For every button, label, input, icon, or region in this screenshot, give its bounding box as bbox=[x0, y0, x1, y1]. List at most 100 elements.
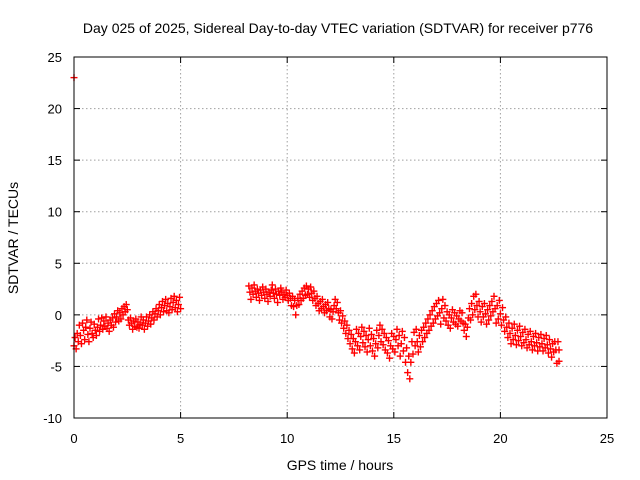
data-point bbox=[411, 342, 419, 350]
data-point bbox=[386, 354, 394, 362]
data-point bbox=[554, 338, 562, 346]
chart-title: Day 025 of 2025, Sidereal Day-to-day VTE… bbox=[83, 20, 593, 36]
data-point bbox=[154, 307, 162, 315]
data-point bbox=[342, 329, 350, 337]
data-point bbox=[393, 325, 401, 333]
data-point bbox=[439, 295, 447, 303]
data-point bbox=[352, 325, 360, 333]
data-point bbox=[373, 326, 381, 334]
data-point bbox=[177, 305, 185, 313]
data-point bbox=[109, 323, 117, 331]
data-point bbox=[147, 320, 155, 328]
y-tick-label: 25 bbox=[48, 50, 62, 65]
data-point bbox=[83, 316, 91, 324]
x-tick-label: 15 bbox=[387, 431, 401, 446]
data-point bbox=[266, 292, 274, 300]
data-point bbox=[282, 286, 290, 294]
data-point bbox=[416, 343, 424, 351]
data-point bbox=[280, 290, 288, 298]
data-point bbox=[318, 295, 326, 303]
data-point bbox=[492, 319, 500, 327]
data-point bbox=[261, 294, 269, 302]
data-point bbox=[77, 340, 85, 348]
data-point bbox=[113, 313, 121, 321]
data-point bbox=[483, 320, 491, 328]
data-point bbox=[285, 289, 293, 297]
data-point bbox=[533, 339, 541, 347]
data-points bbox=[70, 74, 563, 383]
data-point bbox=[324, 298, 332, 306]
data-point bbox=[403, 344, 411, 352]
y-tick-label: -5 bbox=[50, 359, 62, 374]
data-point bbox=[446, 324, 454, 332]
data-point bbox=[460, 326, 468, 334]
data-point bbox=[515, 337, 523, 345]
y-tick-label: 0 bbox=[55, 308, 62, 323]
data-point bbox=[522, 336, 530, 344]
data-point bbox=[162, 295, 170, 303]
data-point bbox=[501, 327, 509, 335]
data-point bbox=[543, 341, 551, 349]
data-point bbox=[95, 315, 103, 323]
data-point bbox=[79, 319, 87, 327]
data-point bbox=[371, 352, 379, 360]
data-point bbox=[437, 320, 445, 328]
x-tick-labels: 0 5 10 15 20 25 bbox=[70, 431, 614, 446]
data-point bbox=[422, 319, 430, 327]
y-tick-label: -10 bbox=[43, 411, 62, 426]
data-point bbox=[274, 298, 282, 306]
data-point bbox=[442, 317, 450, 325]
data-point bbox=[71, 334, 79, 342]
data-point bbox=[354, 342, 362, 350]
data-point bbox=[555, 357, 563, 365]
data-point bbox=[420, 323, 428, 331]
data-point bbox=[348, 345, 356, 353]
data-point bbox=[435, 296, 443, 304]
data-point bbox=[471, 306, 479, 314]
data-point bbox=[490, 292, 498, 300]
data-point bbox=[503, 323, 511, 331]
data-point bbox=[135, 324, 143, 332]
data-point bbox=[290, 303, 298, 311]
data-point bbox=[341, 317, 349, 325]
data-point bbox=[97, 321, 105, 329]
data-point bbox=[76, 331, 84, 339]
data-point bbox=[123, 306, 131, 314]
data-point bbox=[346, 340, 354, 348]
data-point bbox=[126, 314, 134, 322]
data-point bbox=[358, 323, 366, 331]
data-point bbox=[544, 349, 552, 357]
data-point bbox=[85, 338, 93, 346]
data-point bbox=[511, 331, 519, 339]
data-point bbox=[86, 324, 94, 332]
data-point bbox=[425, 326, 433, 334]
data-point bbox=[537, 330, 545, 338]
data-point bbox=[414, 348, 422, 356]
data-point bbox=[366, 342, 374, 350]
data-point bbox=[333, 298, 341, 306]
data-point bbox=[424, 315, 432, 323]
data-point bbox=[542, 331, 550, 339]
data-point bbox=[412, 325, 420, 333]
data-point bbox=[493, 302, 501, 310]
data-point bbox=[82, 323, 90, 331]
data-point bbox=[374, 344, 382, 352]
data-point bbox=[102, 313, 110, 321]
data-point bbox=[361, 343, 369, 351]
data-point bbox=[350, 349, 358, 357]
data-point bbox=[81, 336, 89, 344]
data-point bbox=[255, 296, 263, 304]
data-point bbox=[173, 308, 181, 316]
data-point bbox=[497, 321, 505, 329]
data-point bbox=[472, 290, 480, 298]
x-tick-label: 25 bbox=[600, 431, 614, 446]
data-point bbox=[400, 334, 408, 342]
plot-frame bbox=[73, 56, 608, 419]
y-tick-labels: -10 -5 0 5 10 15 20 25 bbox=[43, 50, 62, 426]
data-point bbox=[441, 302, 449, 310]
data-point bbox=[380, 329, 388, 337]
data-point bbox=[510, 320, 518, 328]
data-point bbox=[112, 318, 120, 326]
data-point bbox=[436, 309, 444, 317]
